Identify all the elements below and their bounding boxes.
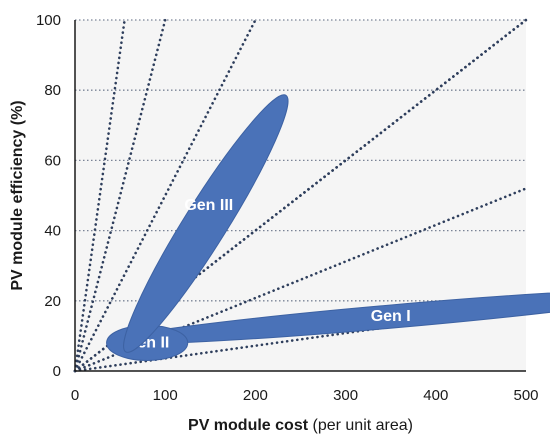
y-axis-title: PV module efficiency (%) — [9, 100, 26, 290]
y-tick-label-3: 60 — [44, 152, 61, 169]
x-axis-title: PV module cost (per unit area) — [188, 417, 413, 434]
x-tick-label-5: 500 — [513, 387, 538, 404]
reference-line-4 — [73, 18, 528, 373]
reference-line-0 — [73, 18, 126, 373]
x-tick-label-1: 100 — [153, 387, 178, 404]
region-gen-iii — [123, 94, 289, 353]
x-axis-title-main: PV module cost — [188, 417, 309, 434]
x-tick-label-3: 300 — [333, 387, 358, 404]
x-axis-title-suffix: (per unit area) — [308, 417, 413, 434]
x-tick-label-4: 400 — [423, 387, 448, 404]
y-tick-label-2: 40 — [44, 223, 61, 240]
y-tick-label-0: 0 — [53, 363, 61, 380]
y-tick-labels: 0 20 40 60 80 100 — [36, 12, 61, 380]
region-label-gen-i: Gen I — [371, 308, 411, 325]
x-tick-label-0: 0 — [71, 387, 79, 404]
x-tick-label-2: 200 — [243, 387, 268, 404]
x-tick-labels: 0 100 200 300 400 500 — [71, 387, 539, 404]
reference-line-2 — [73, 18, 257, 373]
reference-line-1 — [73, 18, 167, 373]
y-tick-label-4: 80 — [44, 82, 61, 99]
region-label-gen-iii: Gen III — [184, 197, 233, 214]
y-tick-label-5: 100 — [36, 12, 61, 29]
gridlines — [75, 19, 526, 302]
y-tick-label-1: 20 — [44, 293, 61, 310]
